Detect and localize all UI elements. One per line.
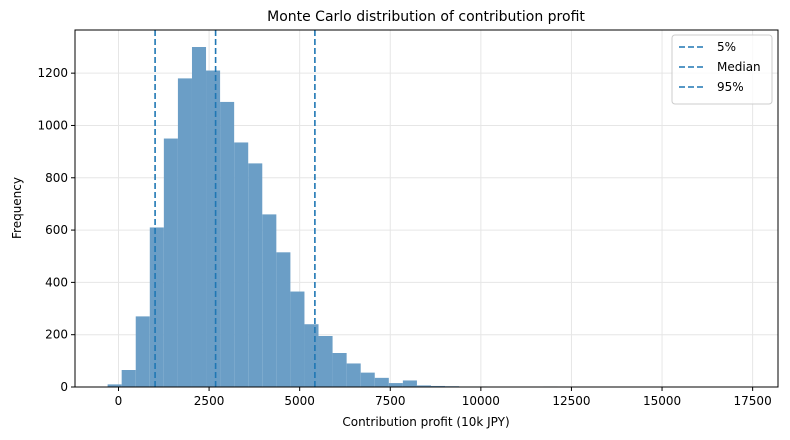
legend-items: 5% Median 95%	[679, 40, 761, 94]
reference-lines	[154, 30, 316, 387]
legend-label: 95%	[717, 80, 744, 94]
histogram-bar	[206, 70, 221, 388]
histogram-bar	[276, 252, 291, 387]
y-tick-label: 1000	[37, 118, 68, 132]
legend: 5% Median 95%	[671, 34, 773, 105]
histogram-bar	[163, 138, 178, 387]
chart-title: Monte Carlo distribution of contribution…	[267, 9, 585, 25]
histogram-bar	[402, 380, 417, 387]
histogram-bar	[234, 142, 249, 387]
y-tick-label: 200	[45, 328, 68, 342]
histogram-bar	[332, 353, 347, 387]
histogram-bar	[430, 385, 446, 387]
y-tick-label: 400	[45, 275, 68, 289]
x-tick-label: 5000	[284, 394, 315, 408]
histogram-bar	[304, 324, 319, 387]
histogram-bar	[374, 377, 389, 387]
histogram-bar	[121, 370, 136, 387]
histogram-bar	[360, 372, 375, 387]
x-tick-label: 17500	[734, 394, 772, 408]
x-tick-label: 2500	[194, 394, 225, 408]
histogram-bar	[346, 363, 361, 387]
histogram-bar	[191, 47, 207, 387]
y-tick-label: 0	[60, 380, 68, 394]
histogram-bar	[220, 101, 235, 387]
y-axis-ticks: 0 200 400 600 800 1000 1200	[37, 66, 75, 394]
x-tick-label: 15000	[643, 394, 681, 408]
histogram-bar	[149, 227, 164, 387]
histogram-bars	[107, 47, 741, 388]
x-tick-label: 12500	[552, 394, 590, 408]
x-tick-label: 10000	[462, 394, 500, 408]
y-tick-label: 800	[45, 171, 68, 185]
histogram-bar	[318, 336, 333, 387]
histogram-bar	[135, 316, 150, 387]
plot-frame	[74, 29, 779, 388]
y-axis-label: Frequency	[10, 177, 24, 239]
histogram-bar	[416, 385, 431, 387]
x-axis-label: Contribution profit (10k JPY)	[342, 415, 509, 429]
x-tick-label: 0	[115, 394, 123, 408]
legend-label: Median	[717, 60, 761, 74]
x-tick-label: 7500	[375, 394, 406, 408]
histogram-bar	[248, 163, 263, 387]
histogram-bar	[290, 291, 305, 387]
histogram-bar	[107, 384, 122, 387]
legend-label: 5%	[717, 40, 736, 54]
histogram-bar	[177, 78, 192, 387]
histogram-bar	[262, 214, 277, 387]
histogram-bar	[388, 383, 403, 387]
y-tick-label: 1200	[37, 66, 68, 80]
x-axis-ticks: 0 2500 5000 7500 10000 12500 15000 17500	[115, 387, 772, 408]
y-tick-label: 600	[45, 223, 68, 237]
